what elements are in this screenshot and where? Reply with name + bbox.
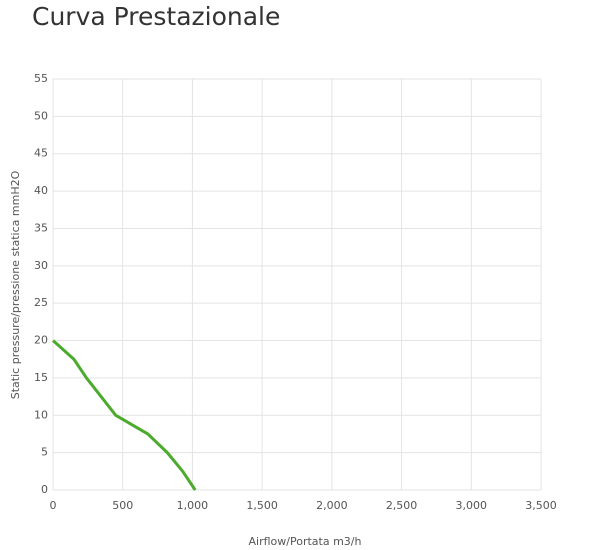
y-tick-label: 40 — [34, 184, 48, 197]
y-tick-label: 25 — [34, 296, 48, 309]
x-tick-label: 1,000 — [177, 499, 209, 512]
y-tick-label: 10 — [34, 408, 48, 421]
y-tick-label: 50 — [34, 109, 48, 122]
y-tick-label: 45 — [34, 147, 48, 160]
x-tick-label: 2,500 — [386, 499, 418, 512]
chart-title: Curva Prestazionale — [32, 2, 280, 31]
y-tick-label: 0 — [41, 483, 48, 496]
x-tick-label: 500 — [112, 499, 133, 512]
x-tick-label: 3,000 — [456, 499, 488, 512]
y-tick-label: 55 — [34, 72, 48, 85]
y-tick-label: 15 — [34, 371, 48, 384]
data-line — [52, 339, 197, 491]
y-axis-label: Static pressure/pressione statica mmH2O — [9, 170, 22, 399]
y-tick-label: 20 — [34, 334, 48, 347]
x-tick-label: 1,500 — [246, 499, 278, 512]
x-tick-label: 2,000 — [316, 499, 348, 512]
y-tick-label: 5 — [41, 446, 48, 459]
x-axis-label: Airflow/Portata m3/h — [249, 535, 362, 548]
x-tick-label: 0 — [50, 499, 57, 512]
y-tick-label: 35 — [34, 221, 48, 234]
y-tick-label: 30 — [34, 259, 48, 272]
x-tick-label: 3,500 — [525, 499, 557, 512]
